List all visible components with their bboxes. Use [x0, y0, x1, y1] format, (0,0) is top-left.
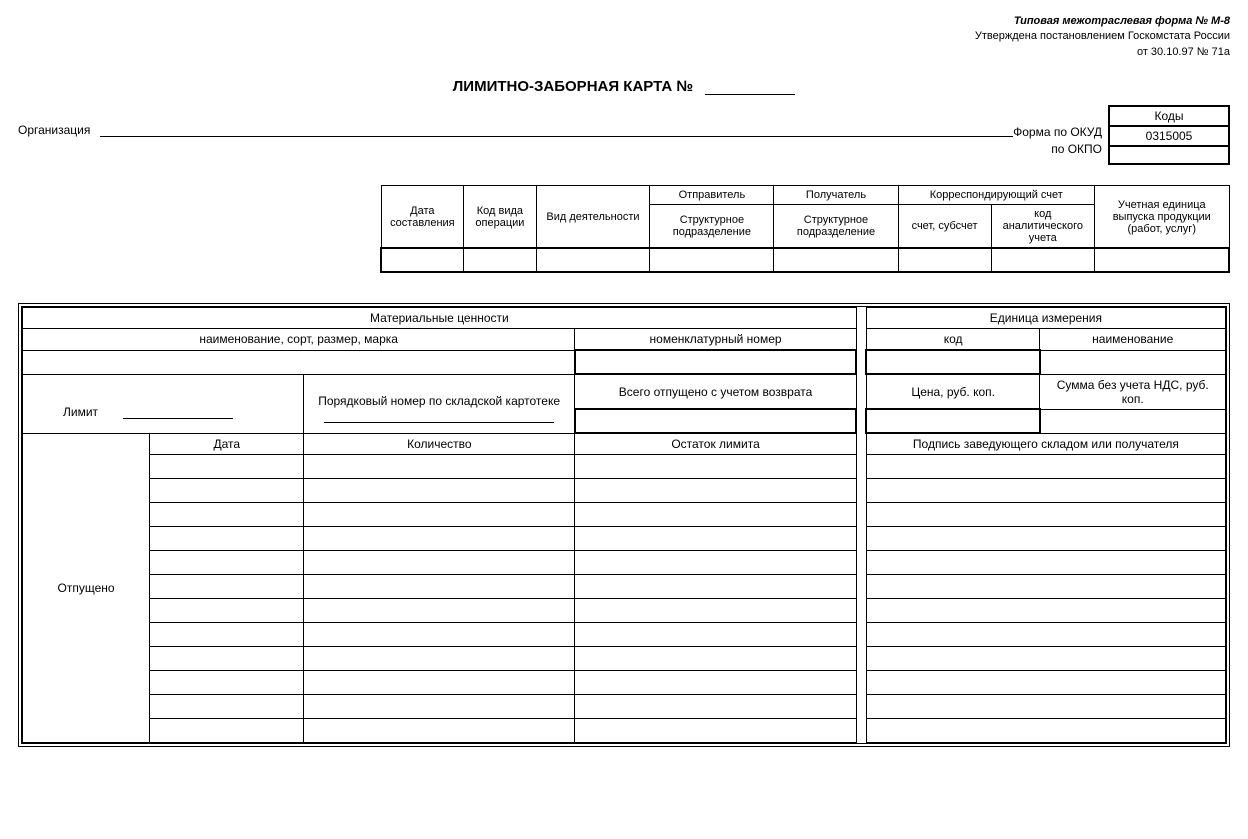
total-released-header: Всего отпущено с учетом возврата: [575, 374, 857, 409]
col-unit: Учетная единица выпуска продукции (работ…: [1095, 186, 1230, 249]
folder-label: Порядковый номер по складской картотеке: [308, 394, 569, 408]
table-row[interactable]: [23, 527, 1226, 551]
main-table: Материальные ценности Единица измерения …: [22, 307, 1226, 743]
price-header: Цена, руб. коп.: [866, 374, 1040, 409]
col-date: Дата составления: [381, 186, 464, 249]
unit-name-value[interactable]: [1040, 350, 1226, 374]
table-row[interactable]: [23, 575, 1226, 599]
name-header: наименование: [1040, 329, 1226, 351]
col-account: счет, субсчет: [898, 205, 991, 249]
form-header: Типовая межотраслевая форма № М-8 Утверж…: [18, 14, 1230, 60]
col-corr: Корреспондирующий счет: [898, 186, 1094, 205]
table-row[interactable]: [23, 599, 1226, 623]
name-sort-header: наименование, сорт, размер, марка: [23, 329, 575, 351]
col-sender-struct: Структурное подразделение: [650, 205, 774, 249]
col-receiver-struct: Структурное подразделение: [774, 205, 898, 249]
form-header-line3: от 30.10.97 № 71а: [18, 45, 1230, 60]
sum-no-vat-header: Сумма без учета НДС, руб. коп.: [1040, 374, 1226, 409]
okud-label: Форма по ОКУД: [1013, 124, 1102, 141]
folder-line[interactable]: [324, 422, 553, 423]
okpo-label: по ОКПО: [1013, 141, 1102, 158]
document-title-row: ЛИМИТНО-ЗАБОРНАЯ КАРТА №: [18, 78, 1230, 95]
col-receiver: Получатель: [774, 186, 898, 205]
organization-label: Организация: [18, 123, 90, 137]
sum-no-vat-value[interactable]: [1040, 409, 1226, 433]
table-row[interactable]: [23, 695, 1226, 719]
date-header: Дата: [150, 433, 304, 455]
table-row[interactable]: [23, 647, 1226, 671]
info-data-row[interactable]: [381, 248, 1229, 272]
form-header-line1: Типовая межотраслевая форма № М-8: [18, 14, 1230, 29]
nomen-header: номенклатурный номер: [575, 329, 857, 351]
folder-cell: Порядковый номер по складской картотеке: [304, 374, 575, 433]
qty-header: Количество: [304, 433, 575, 455]
limit-cell: Лимит: [23, 374, 304, 433]
main-table-wrapper: Материальные ценности Единица измерения …: [18, 303, 1230, 747]
unit-header: Единица измерения: [866, 308, 1225, 329]
price-value[interactable]: [866, 409, 1040, 433]
table-row[interactable]: [23, 719, 1226, 743]
limit-label: Лимит: [63, 405, 98, 419]
code-value[interactable]: [866, 350, 1040, 374]
codes-header: Коды: [1109, 106, 1229, 126]
col-analytic: код аналитического учета: [991, 205, 1094, 249]
signature-header: Подпись заведующего складом или получате…: [866, 433, 1225, 455]
table-row[interactable]: [23, 479, 1226, 503]
limit-rest-header: Остаток лимита: [575, 433, 857, 455]
nomen-value[interactable]: [575, 350, 857, 374]
mat-values-header: Материальные ценности: [23, 308, 857, 329]
codes-labels: Форма по ОКУД по ОКПО: [1013, 105, 1108, 157]
codes-table: Коды 0315005: [1108, 105, 1230, 165]
organization-block: Организация: [18, 105, 1013, 137]
table-row[interactable]: [23, 623, 1226, 647]
okud-value: 0315005: [1109, 126, 1229, 146]
name-sort-value[interactable]: [23, 350, 575, 374]
document-number-blank[interactable]: [705, 81, 795, 95]
code-header: код: [866, 329, 1040, 351]
col-activity: Вид деятельности: [536, 186, 650, 249]
form-header-line2: Утверждена постановлением Госкомстата Ро…: [18, 29, 1230, 44]
col-op: Код вида операции: [464, 186, 536, 249]
released-label: Отпущено: [23, 433, 150, 743]
organization-line[interactable]: [100, 123, 1013, 137]
total-released-value[interactable]: [575, 409, 857, 433]
table-row[interactable]: [23, 503, 1226, 527]
okpo-value[interactable]: [1109, 146, 1229, 164]
col-sender: Отправитель: [650, 186, 774, 205]
info-table: Дата составления Код вида операции Вид д…: [380, 185, 1230, 273]
document-title: ЛИМИТНО-ЗАБОРНАЯ КАРТА №: [453, 78, 693, 95]
limit-line[interactable]: [123, 418, 233, 419]
table-row[interactable]: [23, 455, 1226, 479]
table-row[interactable]: [23, 671, 1226, 695]
table-row[interactable]: [23, 551, 1226, 575]
